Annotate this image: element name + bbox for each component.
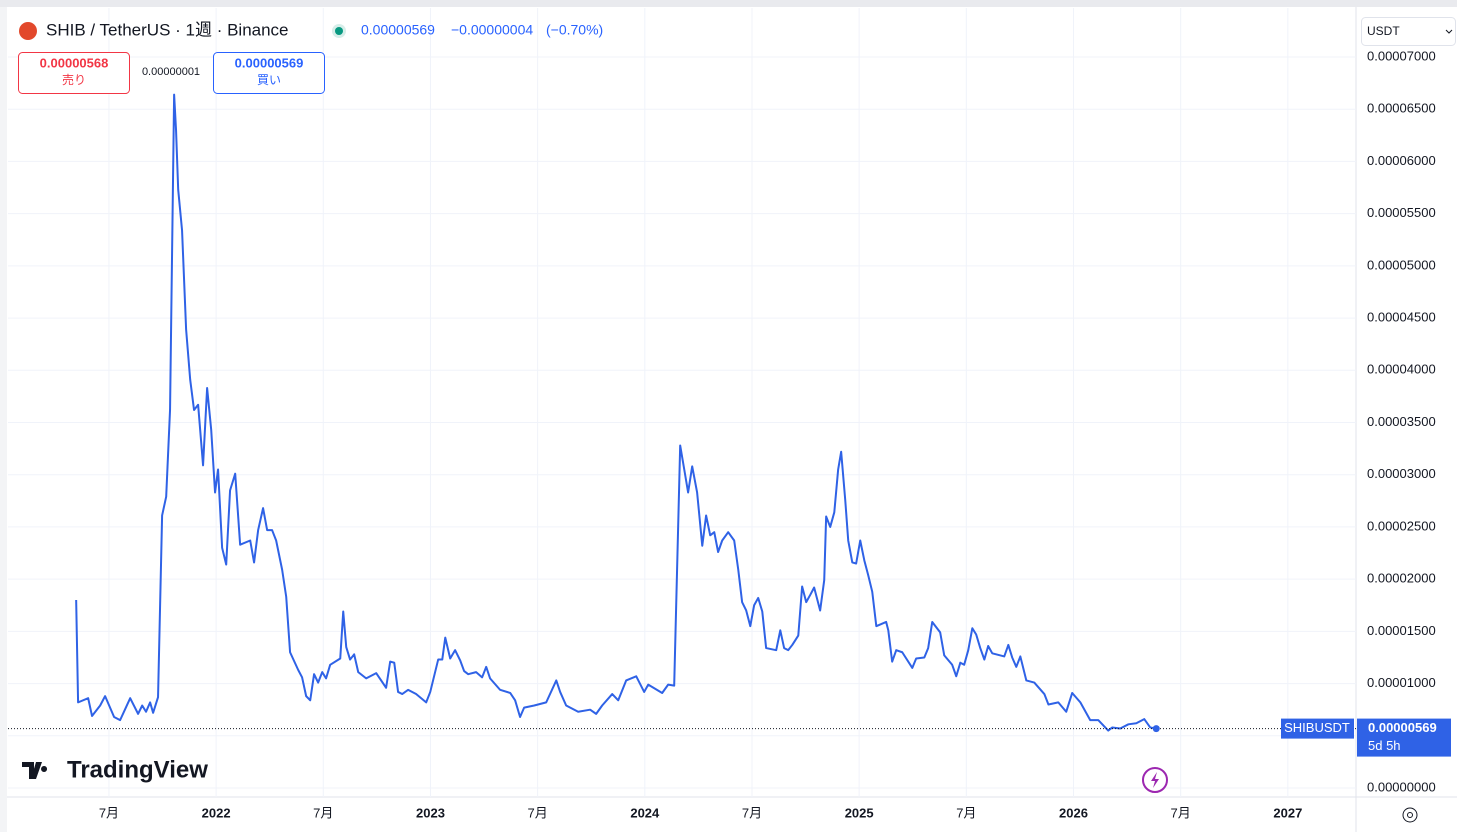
x-tick-label: 7月 [313, 805, 333, 820]
currency-dropdown[interactable] [1361, 17, 1456, 46]
settings-icon[interactable] [1402, 807, 1418, 823]
price-tag-label: 0.00000569 [1368, 720, 1437, 735]
status-dot [335, 27, 343, 35]
buy-button[interactable] [213, 52, 325, 94]
sell-price[interactable]: 0.00000568 [40, 55, 109, 70]
y-tick-label: 0.00007000 [1367, 48, 1436, 63]
spread: 0.00000001 [142, 66, 200, 78]
x-tick-label: 2022 [202, 805, 231, 820]
y-tick-label: 0.00003500 [1367, 414, 1436, 429]
y-tick-label: 0.00002000 [1367, 571, 1436, 586]
y-tick-label: 0.00004000 [1367, 362, 1436, 377]
price-change: −0.00000004 [451, 22, 533, 38]
x-tick-label: 2025 [845, 805, 874, 820]
last-point [1152, 725, 1160, 733]
logo-text: TradingView [67, 756, 208, 783]
x-tick-label: 2027 [1273, 805, 1302, 820]
y-tick-label: 0.00002500 [1367, 518, 1436, 533]
y-tick-label: 0.00001000 [1367, 675, 1436, 690]
x-tick-label: 2024 [630, 805, 660, 820]
y-tick-label: 0.00005500 [1367, 205, 1436, 220]
x-tick-label: 2023 [416, 805, 445, 820]
y-tick-label: 0.00004500 [1367, 310, 1436, 325]
price-line [75, 93, 1157, 732]
top-border [0, 0, 1457, 7]
y-tick-label: 0.00001500 [1367, 623, 1436, 638]
currency-label[interactable]: USDT [1367, 24, 1400, 38]
symbol-tag [1281, 718, 1354, 739]
x-tick-label: 7月 [1171, 805, 1191, 820]
y-tick-label: 0.00005000 [1367, 257, 1436, 272]
x-tick-label: 7月 [99, 805, 119, 820]
dropdown-arrow[interactable] [1445, 29, 1453, 34]
settings-icon-center[interactable] [1407, 812, 1413, 818]
sell-label[interactable]: 売り [62, 72, 86, 87]
symbol-title: SHIB / TetherUS · 1週 · Binance [46, 20, 289, 39]
x-tick-label: 7月 [742, 805, 762, 820]
buy-price[interactable]: 0.00000569 [235, 55, 304, 70]
sell-button[interactable] [18, 52, 130, 94]
x-tick-label: 2026 [1059, 805, 1088, 820]
coin-icon [19, 22, 37, 40]
y-tick-label: 0.00006500 [1367, 101, 1436, 116]
y-tick-label: 0.00006000 [1367, 153, 1436, 168]
countdown-label: 5d 5h [1368, 738, 1401, 753]
alert-bolt[interactable] [1151, 772, 1159, 788]
x-tick-label: 7月 [956, 805, 976, 820]
price-tag [1357, 718, 1451, 757]
buy-label[interactable]: 買い [257, 73, 281, 87]
y-tick-label: 0.00000000 [1367, 779, 1436, 794]
left-border [0, 7, 7, 832]
x-tick-label: 7月 [528, 805, 548, 820]
price-change-pct: (−0.70%) [546, 22, 603, 38]
y-tick-label: 0.00003000 [1367, 466, 1436, 481]
logo-mark [22, 762, 48, 779]
last-price: 0.00000569 [361, 22, 435, 38]
symbol-tag-label: SHIBUSDT [1284, 720, 1350, 735]
plot [8, 8, 1356, 797]
